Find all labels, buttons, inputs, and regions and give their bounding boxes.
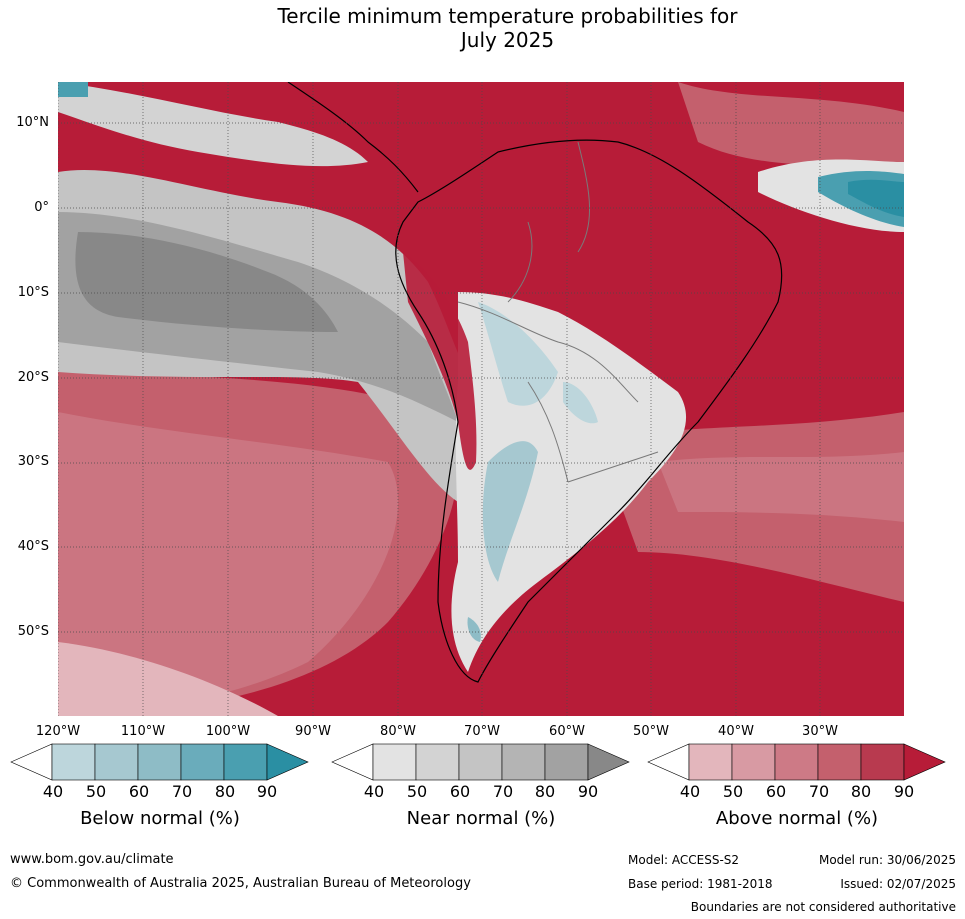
lon-label-30w: 30°W xyxy=(802,724,838,739)
chart-title: Tercile minimum temperature probabilitie… xyxy=(0,4,965,52)
below-tick-70: 70 xyxy=(171,782,193,801)
near-normal-swatch-60 xyxy=(415,743,460,781)
lat-label-20s: 20°S xyxy=(17,370,49,385)
below-normal-swatch-60 xyxy=(94,743,139,781)
above-tick-80: 80 xyxy=(850,782,872,801)
lon-label-50w: 50°W xyxy=(633,724,669,739)
above-normal-swatch-70 xyxy=(774,743,819,781)
footer-url: www.bom.gov.au/climate xyxy=(10,852,174,867)
lon-label-110w: 110°W xyxy=(120,724,166,739)
above-tick-50: 50 xyxy=(722,782,744,801)
footer-base-period: Base period: 1981-2018 xyxy=(628,877,773,891)
above-normal-swatch-80 xyxy=(817,743,862,781)
near-tick-50: 50 xyxy=(406,782,428,801)
below-tick-50: 50 xyxy=(85,782,107,801)
near-normal-colorbar-swatches xyxy=(331,743,630,781)
above-normal-swatch-90-plus xyxy=(903,743,946,781)
below-normal-swatch-70 xyxy=(137,743,182,781)
below-tick-60: 60 xyxy=(128,782,150,801)
lon-label-70w: 70°W xyxy=(464,724,500,739)
near-normal-swatch-90-plus xyxy=(587,743,630,781)
below-normal-colorbar xyxy=(10,743,310,785)
near-normal-swatch-50 xyxy=(372,743,417,781)
below-tick-40: 40 xyxy=(42,782,64,801)
below-tick-90: 90 xyxy=(256,782,278,801)
lon-label-80w: 80°W xyxy=(380,724,416,739)
near-tick-60: 60 xyxy=(449,782,471,801)
above-normal-colorbar xyxy=(647,743,947,785)
above-tick-60: 60 xyxy=(765,782,787,801)
near-tick-80: 80 xyxy=(534,782,556,801)
probability-map xyxy=(58,82,904,716)
above-normal-label: Above normal (%) xyxy=(715,808,879,829)
above-normal-swatch-60 xyxy=(731,743,776,781)
below-normal-swatch-90-plus xyxy=(266,743,309,781)
lat-label-10n: 10°N xyxy=(16,115,49,130)
footer-model-run: Model run: 30/06/2025 xyxy=(818,853,956,867)
lon-label-40w: 40°W xyxy=(718,724,754,739)
lat-label-10s: 10°S xyxy=(17,285,49,300)
below-normal-swatch-90 xyxy=(223,743,268,781)
above-normal-colorbar-swatches xyxy=(647,743,946,781)
near-normal-swatch-90 xyxy=(544,743,589,781)
near-normal-label: Near normal (%) xyxy=(406,808,556,829)
below-normal-swatch-50 xyxy=(51,743,96,781)
near-normal-swatch-70 xyxy=(458,743,503,781)
above-normal-swatch-90 xyxy=(860,743,905,781)
near-normal-swatch-80 xyxy=(501,743,546,781)
below-normal-colorbar-swatches xyxy=(10,743,309,781)
above-normal-swatch-50 xyxy=(688,743,733,781)
above-tick-70: 70 xyxy=(808,782,830,801)
lat-label-40s: 40°S xyxy=(17,539,49,554)
footer-model: Model: ACCESS-S2 xyxy=(628,853,740,867)
above-normal-swatch-40 xyxy=(647,743,690,781)
lat-label-30s: 30°S xyxy=(17,454,49,469)
map-canvas xyxy=(58,82,904,716)
lon-label-60w: 60°W xyxy=(549,724,585,739)
footer-copyright: © Commonwealth of Australia 2025, Austra… xyxy=(10,876,471,891)
lat-label-0: 0° xyxy=(34,200,49,215)
footer-issued: Issued: 02/07/2025 xyxy=(840,877,956,891)
above-tick-90: 90 xyxy=(893,782,915,801)
title-line-1: Tercile minimum temperature probabilitie… xyxy=(277,4,738,28)
lat-label-50s: 50°S xyxy=(17,624,49,639)
footer-disclaimer: Boundaries are not considered authoritat… xyxy=(690,900,956,914)
title-line-2: July 2025 xyxy=(460,28,555,52)
near-tick-40: 40 xyxy=(363,782,385,801)
lon-label-100w: 100°W xyxy=(205,724,251,739)
lon-label-120w: 120°W xyxy=(35,724,81,739)
below-normal-swatch-40 xyxy=(10,743,53,781)
near-tick-90: 90 xyxy=(577,782,599,801)
near-normal-colorbar xyxy=(331,743,631,785)
lon-label-90w: 90°W xyxy=(295,724,331,739)
below-normal-label: Below normal (%) xyxy=(80,808,240,829)
near-tick-70: 70 xyxy=(492,782,514,801)
below-normal-swatch-80 xyxy=(180,743,225,781)
near-normal-swatch-40 xyxy=(331,743,374,781)
above-tick-40: 40 xyxy=(679,782,701,801)
below-tick-80: 80 xyxy=(214,782,236,801)
